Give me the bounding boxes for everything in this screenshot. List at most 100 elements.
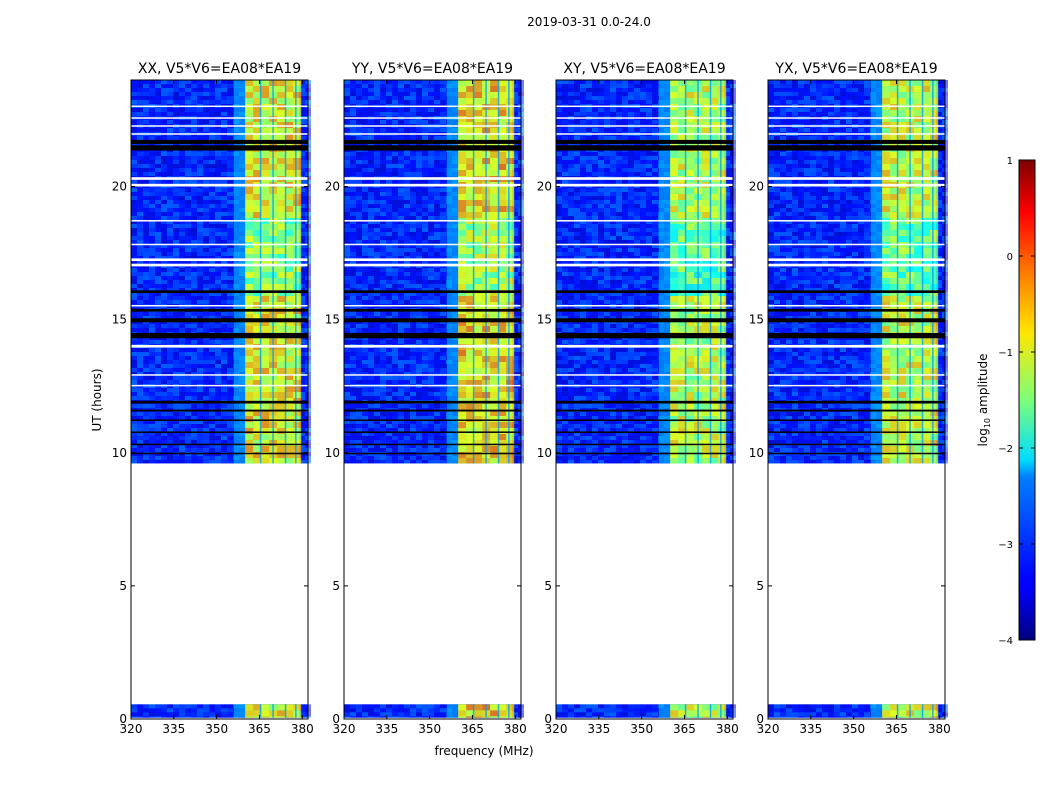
noise-cell (416, 248, 422, 252)
noise-cell (137, 704, 143, 709)
band-cell (293, 86, 302, 92)
noise-cell (356, 704, 362, 709)
noise-cell (299, 164, 305, 168)
noise-cell (209, 324, 215, 328)
noise-cell (209, 396, 215, 400)
band-cell (293, 266, 302, 272)
band-cell (285, 452, 294, 458)
noise-cell (350, 248, 356, 252)
noise-cell (203, 96, 209, 100)
noise-cell (374, 196, 380, 200)
noise-cell (161, 252, 167, 256)
noise-cell (185, 180, 191, 184)
band-cell (245, 116, 254, 122)
noise-cell (374, 160, 380, 164)
noise-cell (368, 252, 374, 256)
noise-cell (149, 96, 155, 100)
noise-cell (149, 708, 155, 713)
noise-cell (131, 300, 137, 304)
noise-cell (299, 376, 305, 380)
noise-cell (155, 416, 161, 420)
noise-cell (143, 276, 149, 280)
band-cell (253, 440, 262, 446)
noise-cell (362, 152, 368, 156)
noise-cell (179, 424, 185, 428)
noise-cell (392, 204, 398, 208)
noise-cell (227, 376, 233, 380)
noise-cell (179, 392, 185, 396)
noise-cell (416, 80, 422, 84)
noise-cell (131, 712, 137, 717)
noise-cell (368, 244, 374, 248)
noise-cell (209, 240, 215, 244)
noise-cell (392, 704, 398, 709)
band-cell (245, 194, 254, 200)
noise-cell (149, 716, 155, 718)
noise-cell (392, 236, 398, 240)
noise-cell (434, 156, 440, 160)
noise-cell (197, 268, 203, 272)
noise-cell (512, 108, 518, 112)
band-cell (285, 440, 294, 446)
noise-cell (215, 260, 221, 264)
band-cell (285, 350, 294, 356)
noise-cell (416, 240, 422, 244)
flagged-row (131, 400, 308, 404)
noise-cell (191, 84, 197, 88)
noise-cell (368, 192, 374, 196)
band-cell (245, 248, 254, 254)
noise-cell (398, 152, 404, 156)
noise-cell (131, 180, 137, 184)
noise-cell (374, 704, 380, 709)
noise-cell (398, 172, 404, 176)
noise-cell (215, 444, 221, 448)
band-cell (253, 380, 262, 386)
noise-cell (149, 360, 155, 364)
band-cell (253, 452, 262, 458)
noise-cell (428, 164, 434, 168)
data-segment-2 (131, 80, 311, 464)
noise-cell (356, 228, 362, 232)
noise-cell (155, 456, 161, 460)
noise-cell (392, 232, 398, 236)
noise-cell (227, 80, 233, 84)
band-cell (261, 416, 270, 422)
noise-cell (299, 372, 305, 376)
noise-cell (143, 208, 149, 212)
noise-cell (299, 108, 305, 112)
noise-cell (179, 368, 185, 372)
noise-cell (173, 260, 179, 264)
noise-cell (155, 152, 161, 156)
band-cell (285, 380, 294, 386)
noise-cell (404, 204, 410, 208)
noise-cell (299, 232, 305, 236)
band-cell (285, 128, 294, 134)
noise-cell (209, 212, 215, 216)
flagged-row (131, 443, 308, 446)
noise-cell (155, 88, 161, 92)
noise-cell (143, 80, 149, 84)
noise-cell (215, 268, 221, 272)
noise-cell (167, 256, 173, 260)
band-cell (285, 110, 294, 116)
noise-cell (362, 216, 368, 220)
noise-cell (143, 136, 149, 140)
noise-cell (386, 180, 392, 184)
noise-cell (185, 428, 191, 432)
band-cell (245, 428, 254, 434)
band-gap (472, 704, 475, 718)
noise-cell (356, 232, 362, 236)
noise-cell (197, 420, 203, 424)
band-cell (261, 710, 270, 717)
noise-cell (416, 84, 422, 88)
noise-cell (179, 416, 185, 420)
noise-cell (380, 252, 386, 256)
band-cell (277, 278, 286, 284)
noise-cell (227, 312, 233, 316)
noise-cell (191, 444, 197, 448)
noise-cell (368, 208, 374, 212)
noise-cell (428, 120, 434, 124)
noise-cell (440, 152, 446, 156)
noise-cell (362, 168, 368, 172)
